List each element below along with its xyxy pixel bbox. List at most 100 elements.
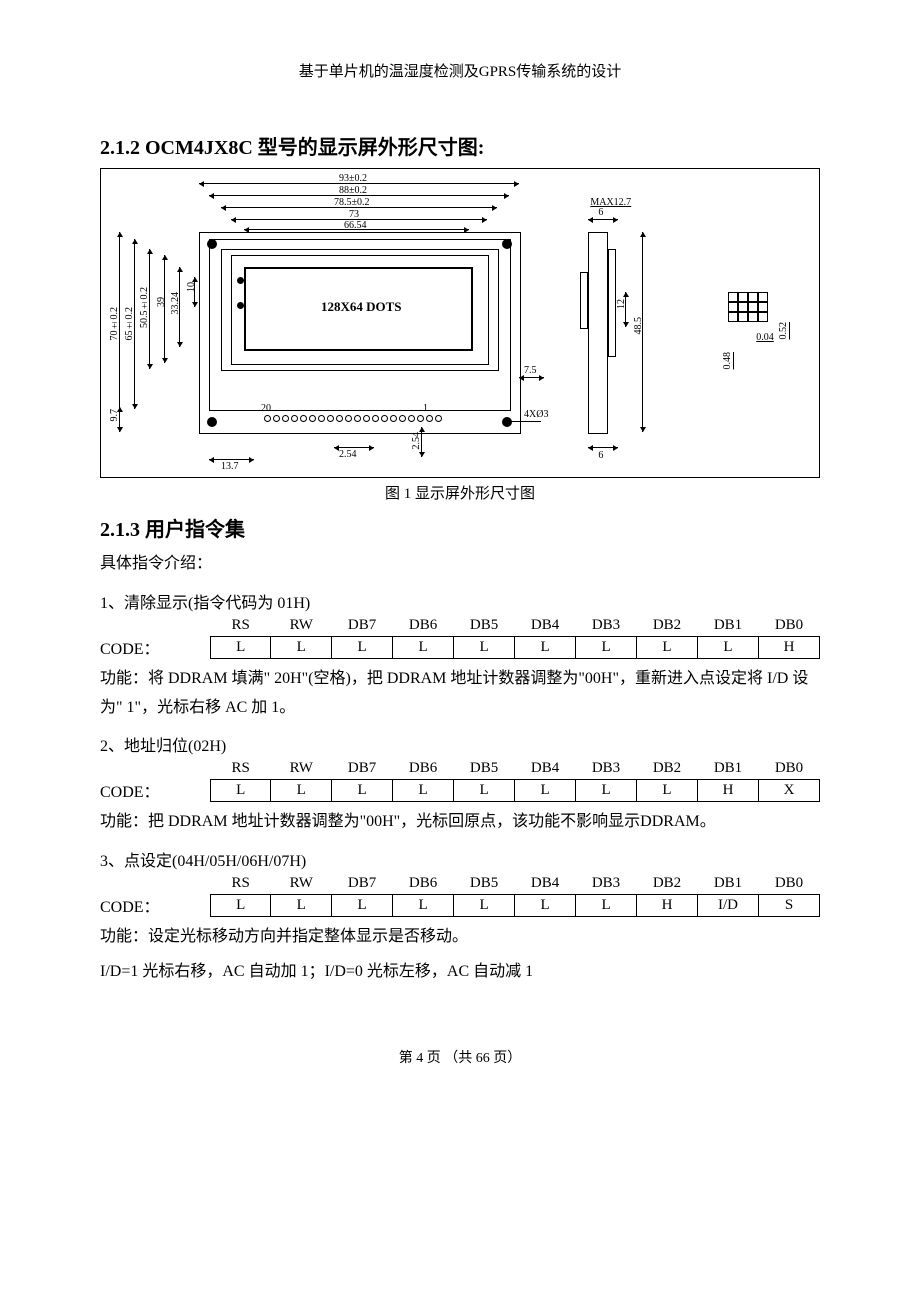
instr2-table: RS RW DB7 DB6 DB5 DB4 DB3 DB2 DB1 DB0 L …: [210, 758, 820, 802]
bit-cell: L: [454, 895, 515, 917]
dim-3324: 33.24: [170, 292, 181, 315]
pixel-grid-icon: [728, 292, 768, 322]
bit-header: DB0: [758, 758, 819, 780]
mount-hole-icon: [207, 239, 217, 249]
instr2-title: 2、地址归位(02H): [100, 732, 820, 756]
dim-grid-004: 0.04: [756, 332, 774, 343]
bit-header: DB5: [454, 615, 515, 637]
max-label: MAX12.7: [590, 197, 631, 208]
bit-header: DB0: [758, 615, 819, 637]
bit-cell: L: [576, 780, 637, 802]
dim-side-12: 12: [616, 299, 627, 309]
bit-cell: X: [758, 780, 819, 802]
dim-10: 10: [186, 282, 197, 292]
bit-cell: L: [576, 895, 637, 917]
bit-cell: L: [576, 636, 637, 658]
instr1-code-row: CODE： RS RW DB7 DB6 DB5 DB4 DB3 DB2 DB1 …: [100, 615, 820, 659]
instr3-desc1: 功能：设定光标移动方向并指定整体显示是否移动。: [100, 923, 820, 952]
dot-icon: [237, 277, 244, 284]
code-label: CODE：: [100, 778, 210, 802]
dot-icon: [237, 302, 244, 309]
bit-header: DB1: [698, 873, 759, 895]
bit-cell: L: [637, 780, 698, 802]
dim-75: 7.5: [524, 365, 537, 376]
bit-cell: L: [454, 636, 515, 658]
front-view: 128X64 DOTS 93±0.2 88±0.2 78.5±0.2 73 66…: [109, 177, 550, 469]
dim-side-6a: 6: [598, 207, 603, 218]
section-212-heading: 2.1.2 OCM4JX8C 型号的显示屏外形尺寸图:: [100, 131, 820, 160]
bit-header: DB0: [758, 873, 819, 895]
bit-header: DB5: [454, 873, 515, 895]
mount-hole-icon: [502, 239, 512, 249]
bit-cell: L: [332, 636, 393, 658]
bit-cell: L: [332, 895, 393, 917]
bit-header: DB7: [332, 615, 393, 637]
dim-grid-048: 0.48: [722, 352, 733, 370]
bit-cell: L: [393, 636, 454, 658]
bit-header: DB7: [332, 758, 393, 780]
bit-header: DB1: [698, 758, 759, 780]
bit-cell: L: [211, 895, 271, 917]
pin-row: [264, 415, 442, 422]
bit-header: RS: [211, 758, 271, 780]
bit-header: DB6: [393, 758, 454, 780]
page-footer: 第 4 页 （共 66 页）: [100, 1047, 820, 1067]
bit-cell: L: [393, 780, 454, 802]
bit-header: DB2: [637, 873, 698, 895]
instr3-desc2: I/D=1 光标右移，AC 自动加 1；I/D=0 光标左移，AC 自动减 1: [100, 958, 820, 987]
bit-cell: L: [271, 780, 332, 802]
dim-side-6b: 6: [598, 450, 603, 461]
bit-cell: H: [637, 895, 698, 917]
page-header-title: 基于单片机的温湿度检测及GPRS传输系统的设计: [100, 60, 820, 81]
dim-93: 93±0.2: [339, 173, 367, 184]
instr1-desc: 功能：将 DDRAM 填满" 20H"(空格)，把 DDRAM 地址计数器调整为…: [100, 665, 820, 723]
bit-cell: L: [515, 895, 576, 917]
bit-header: DB6: [393, 615, 454, 637]
dim-70: 70±0.2: [109, 307, 120, 341]
pin-1-label: 1: [423, 403, 428, 414]
intro-text: 具体指令介绍：: [100, 550, 820, 579]
instr1-title: 1、清除显示(指令代码为 01H): [100, 589, 820, 613]
instr2-desc: 功能：把 DDRAM 地址计数器调整为"00H"，光标回原点，该功能不影响显示D…: [100, 808, 820, 837]
bit-header: DB3: [576, 873, 637, 895]
code-label: CODE：: [100, 635, 210, 659]
pixel-grid-view: 0.04 0.48 0.52: [728, 177, 811, 469]
bit-header: DB5: [454, 758, 515, 780]
bit-header: RW: [271, 873, 332, 895]
bit-cell: L: [271, 895, 332, 917]
dimension-figure: 128X64 DOTS 93±0.2 88±0.2 78.5±0.2 73 66…: [100, 168, 820, 478]
instr3-title: 3、点设定(04H/05H/06H/07H): [100, 847, 820, 871]
dim-505: 50.5±0.2: [139, 287, 150, 328]
bit-cell: L: [211, 780, 271, 802]
section-213-heading: 2.1.3 用户指令集: [100, 513, 820, 542]
dim-grid-052: 0.52: [778, 322, 789, 340]
dim-254v: 2.54: [411, 432, 422, 450]
dim-39: 39: [156, 297, 167, 307]
bit-cell: L: [698, 636, 759, 658]
bit-header: RS: [211, 873, 271, 895]
code-label: CODE：: [100, 893, 210, 917]
dim-65: 65±0.2: [124, 307, 135, 341]
bit-header: RS: [211, 615, 271, 637]
dim-73: 73: [349, 209, 359, 220]
instr2-code-row: CODE： RS RW DB7 DB6 DB5 DB4 DB3 DB2 DB1 …: [100, 758, 820, 802]
dim-97: 9.7: [109, 409, 120, 422]
bit-header: RW: [271, 615, 332, 637]
mount-hole-icon: [207, 417, 217, 427]
dim-254h: 2.54: [339, 449, 357, 460]
mount-hole-icon: [502, 417, 512, 427]
bit-header: DB4: [515, 615, 576, 637]
dim-785: 78.5±0.2: [334, 197, 370, 208]
bit-cell: I/D: [698, 895, 759, 917]
bit-header: DB7: [332, 873, 393, 895]
dots-label: 128X64 DOTS: [321, 299, 402, 315]
figure-caption: 图 1 显示屏外形尺寸图: [100, 482, 820, 503]
bit-header: RW: [271, 758, 332, 780]
instr1-table: RS RW DB7 DB6 DB5 DB4 DB3 DB2 DB1 DB0 L …: [210, 615, 820, 659]
bit-cell: H: [698, 780, 759, 802]
bit-header: DB3: [576, 758, 637, 780]
bit-header: DB4: [515, 758, 576, 780]
dim-6654: 66.54: [344, 220, 367, 231]
dim-side-485: 48.5: [633, 317, 644, 335]
bit-cell: L: [271, 636, 332, 658]
